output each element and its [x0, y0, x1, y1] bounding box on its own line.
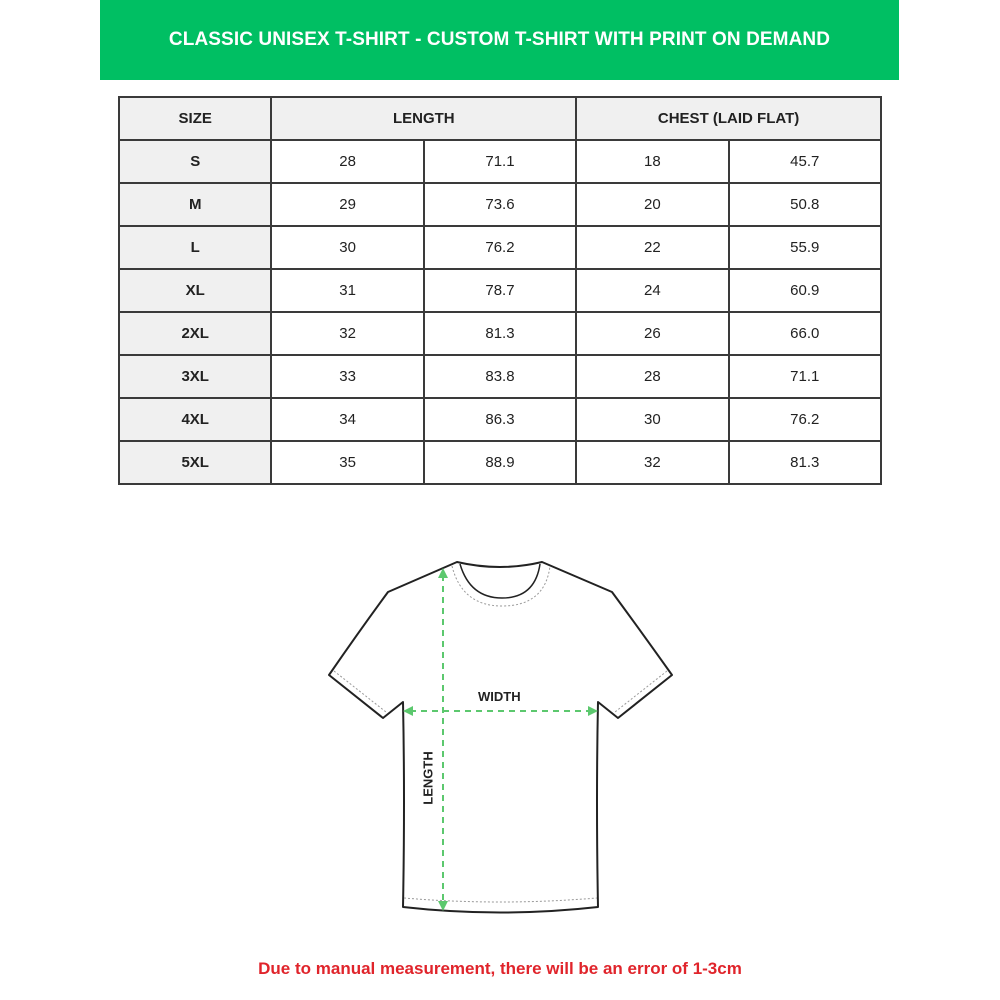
cell-length-cm: 73.6: [422, 182, 578, 227]
cell-chest-cm: 66.0: [727, 311, 883, 356]
hem-stitch: [403, 897, 598, 903]
sleeve-stitch-left: [333, 670, 387, 713]
length-label: LENGTH: [420, 751, 436, 805]
cell-size: S: [117, 139, 273, 184]
cell-length-cm: 71.1: [422, 139, 578, 184]
cell-size: 2XL: [117, 311, 273, 356]
header-length: LENGTH: [270, 96, 578, 141]
table-row: 4XL 34 86.3 30 76.2: [117, 397, 883, 442]
cell-chest-cm: 50.8: [727, 182, 883, 227]
cell-chest-cm: 71.1: [727, 354, 883, 399]
cell-size: 4XL: [117, 397, 273, 442]
table-row: S 28 71.1 18 45.7: [117, 139, 883, 184]
cell-size: 3XL: [117, 354, 273, 399]
width-label: WIDTH: [478, 689, 521, 704]
header-chest: CHEST (LAID FLAT): [575, 96, 882, 141]
title-banner: CLASSIC UNISEX T-SHIRT - CUSTOM T-SHIRT …: [100, 0, 899, 80]
cell-length-cm: 81.3: [422, 311, 578, 356]
width-arrow-head-right: [588, 706, 598, 716]
cell-chest-cm: 81.3: [727, 440, 883, 485]
cell-length-in: 33: [270, 354, 425, 399]
length-arrow-head-bottom: [438, 901, 448, 911]
cell-size: L: [117, 225, 273, 270]
page-title: CLASSIC UNISEX T-SHIRT - CUSTOM T-SHIRT …: [168, 29, 831, 50]
cell-chest-cm: 60.9: [727, 268, 883, 313]
cell-chest-cm: 55.9: [727, 225, 883, 270]
length-arrow-head-top: [438, 568, 448, 578]
cell-length-in: 35: [270, 440, 425, 485]
cell-length-in: 29: [270, 182, 425, 227]
cell-length-in: 30: [270, 225, 425, 270]
cell-chest-in: 26: [575, 311, 730, 356]
sleeve-stitch-right: [614, 670, 668, 713]
table-row: 2XL 32 81.3 26 66.0: [117, 311, 883, 356]
cell-length-in: 34: [270, 397, 425, 442]
cell-length-cm: 86.3: [422, 397, 578, 442]
cell-length-in: 28: [270, 139, 425, 184]
cell-length-in: 31: [270, 268, 425, 313]
cell-chest-cm: 76.2: [727, 397, 883, 442]
measurement-note: Due to manual measurement, there will be…: [258, 959, 742, 978]
cell-chest-in: 32: [575, 440, 730, 485]
table-row: L 30 76.2 22 55.9: [117, 225, 883, 270]
cell-chest-in: 20: [575, 182, 730, 227]
table-row: 5XL 35 88.9 32 81.3: [117, 440, 883, 485]
cell-chest-cm: 45.7: [727, 139, 883, 184]
cell-length-cm: 88.9: [422, 440, 578, 485]
table-header-row: SIZE LENGTH CHEST (LAID FLAT): [117, 96, 882, 141]
cell-length-cm: 78.7: [422, 268, 578, 313]
cell-chest-in: 24: [575, 268, 730, 313]
collar-inner: [459, 563, 541, 599]
tshirt-outline: [328, 561, 673, 914]
cell-chest-in: 22: [575, 225, 730, 270]
cell-length-cm: 83.8: [422, 354, 578, 399]
cell-size: M: [117, 182, 273, 227]
table-row: 3XL 33 83.8 28 71.1: [117, 354, 883, 399]
width-arrow-head-left: [403, 706, 413, 716]
cell-size: 5XL: [117, 440, 273, 485]
cell-length-cm: 76.2: [422, 225, 578, 270]
cell-chest-in: 30: [575, 397, 730, 442]
cell-length-in: 32: [270, 311, 425, 356]
header-size: SIZE: [117, 96, 273, 141]
size-chart-table: SIZE LENGTH CHEST (LAID FLAT) S 28 71.1 18 4…: [117, 96, 883, 485]
cell-size: XL: [117, 268, 273, 313]
cell-chest-in: 28: [575, 354, 730, 399]
collar-stitch: [451, 565, 551, 607]
table-row: M 29 73.6 20 50.8: [117, 182, 883, 227]
measure-arrows: [403, 568, 598, 911]
cell-chest-in: 18: [575, 139, 730, 184]
table-row: XL 31 78.7 24 60.9: [117, 268, 883, 313]
